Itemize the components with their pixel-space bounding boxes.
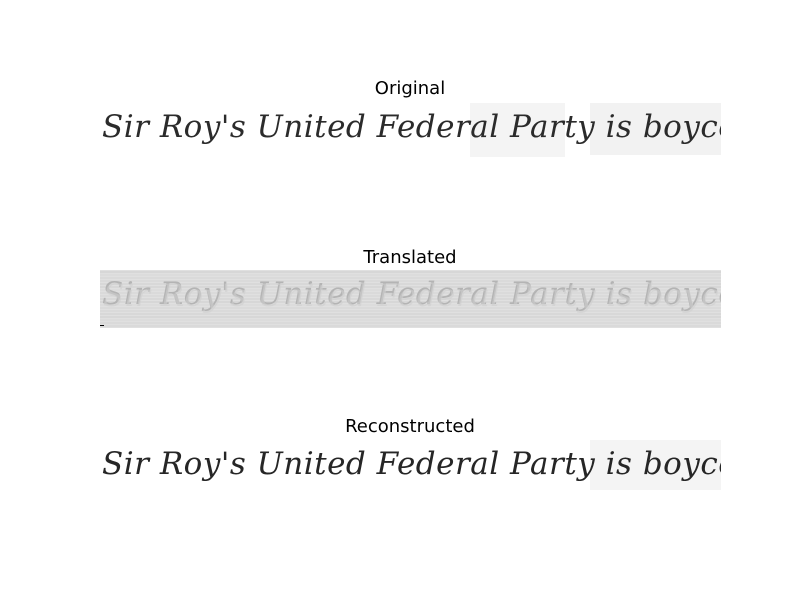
handwriting-text-original: Sir Roy's United Federal Party is boycot… xyxy=(102,109,721,145)
tick-mark xyxy=(100,325,104,326)
panel-title-reconstructed: Reconstructed xyxy=(345,416,475,437)
handwriting-text-translated: Sir Roy's United Federal Party is boycot… xyxy=(102,276,721,312)
panel-title-translated: Translated xyxy=(363,247,457,268)
svg-text:Sir Roy's United Federal Party: Sir Roy's United Federal Party is boycot… xyxy=(103,278,721,314)
handwriting-image-reconstructed: Sir Roy's United Federal Party is boycot… xyxy=(100,440,721,498)
handwriting-image-translated: Sir Roy's United Federal Party is boycot… xyxy=(100,270,721,328)
handwriting-image-original: Sir Roy's United Federal Party is boycot… xyxy=(100,103,721,161)
handwriting-text-reconstructed: Sir Roy's United Federal Party is boycot… xyxy=(102,446,721,482)
panel-title-original: Original xyxy=(374,78,446,99)
